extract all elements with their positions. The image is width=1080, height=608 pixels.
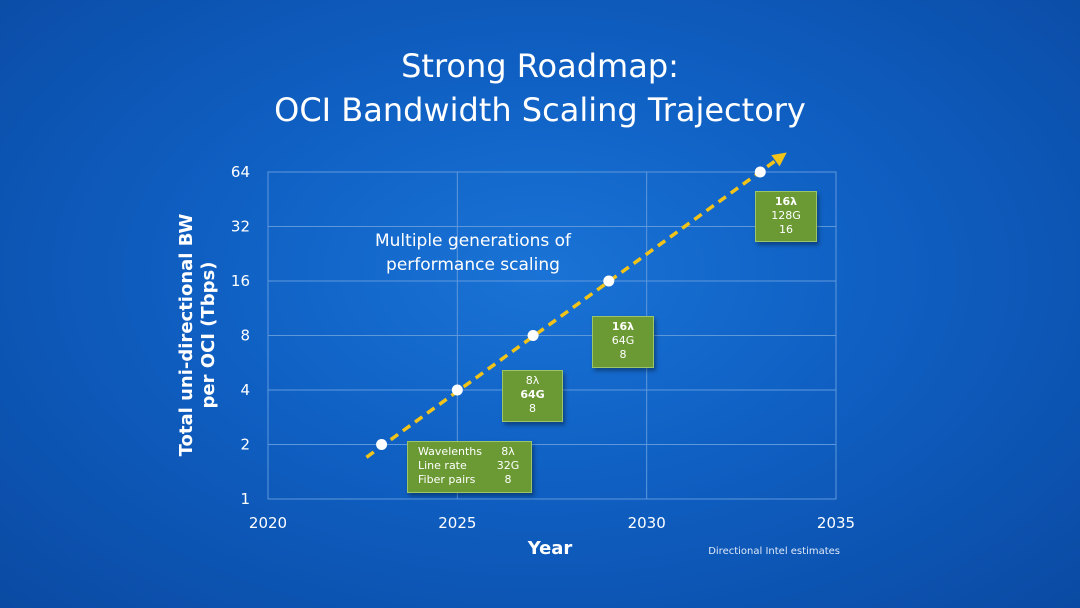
trend-line [365,159,777,459]
trend-arrow [365,152,787,459]
chart-grid [267,171,837,500]
gen-fiber-pairs: 16 [779,223,793,236]
x-tick-label: 2025 [438,514,476,532]
annotation-line2: performance scaling [386,255,560,275]
legend-value: 8λ [501,445,515,458]
y-tick-label: 1 [240,490,250,508]
data-point [754,166,766,178]
scaling-annotation: Multiple generations of performance scal… [348,229,598,277]
y-axis-label-line2: per OCI (Tbps) [198,261,219,409]
legend-row-fiber-pairs: Fiber pairs 8 [408,473,531,487]
y-tick-labels: 1 2 4 8 16 32 64 [231,163,250,508]
y-tick-label: 4 [240,381,250,399]
slide-title-line1: Strong Roadmap: [401,47,679,85]
generation-box-3: 16λ 128G 16 [755,191,817,242]
generation-box-1: 8λ 64G 8 [502,370,563,422]
x-tick-label: 2020 [249,514,287,532]
data-point [603,275,615,287]
x-tick-labels: 2020 2025 2030 2035 [249,514,855,532]
footnote: Directional Intel estimates [708,546,840,557]
x-tick-label: 2030 [628,514,666,532]
legend-label: Fiber pairs [418,473,476,486]
gen-fiber-pairs: 8 [529,402,536,415]
y-tick-label: 2 [240,436,250,454]
legend-value: 8 [504,473,512,486]
spec-legend-box: Wavelenths 8λ Line rate 32G Fiber pairs … [407,441,532,493]
x-tick-label: 2035 [817,514,855,532]
legend-label: Line rate [418,459,467,472]
data-point [451,384,463,396]
data-points [376,166,766,450]
gen-line-rate: 128G [771,209,801,222]
gen-wavelengths: 16λ [774,195,798,208]
legend-value: 32G [496,459,520,472]
y-tick-label: 8 [240,327,250,345]
gen-fiber-pairs: 8 [619,348,627,361]
y-tick-label: 32 [231,218,250,236]
generation-box-2: 16λ 64G 8 [592,316,654,368]
gen-line-rate: 64G [611,334,635,347]
legend-label: Wavelenths [418,445,483,458]
annotation-line1: Multiple generations of [374,231,572,251]
legend-row-wavelengths: Wavelenths 8λ [408,445,531,459]
data-point [527,330,539,341]
gen-wavelengths: 16λ [611,320,635,333]
x-axis-label: Year [527,538,573,559]
gen-line-rate: 64G [520,388,545,401]
y-tick-label: 64 [231,163,250,181]
slide-title-line2: OCI Bandwidth Scaling Trajectory [274,91,806,129]
gen-wavelengths: 8λ [525,374,540,387]
data-point [376,439,388,450]
legend-row-line-rate: Line rate 32G [408,459,531,473]
y-axis-label-line1: Total uni-directional BW [176,213,197,457]
trend-arrowhead [771,152,787,167]
y-tick-label: 16 [231,272,250,290]
